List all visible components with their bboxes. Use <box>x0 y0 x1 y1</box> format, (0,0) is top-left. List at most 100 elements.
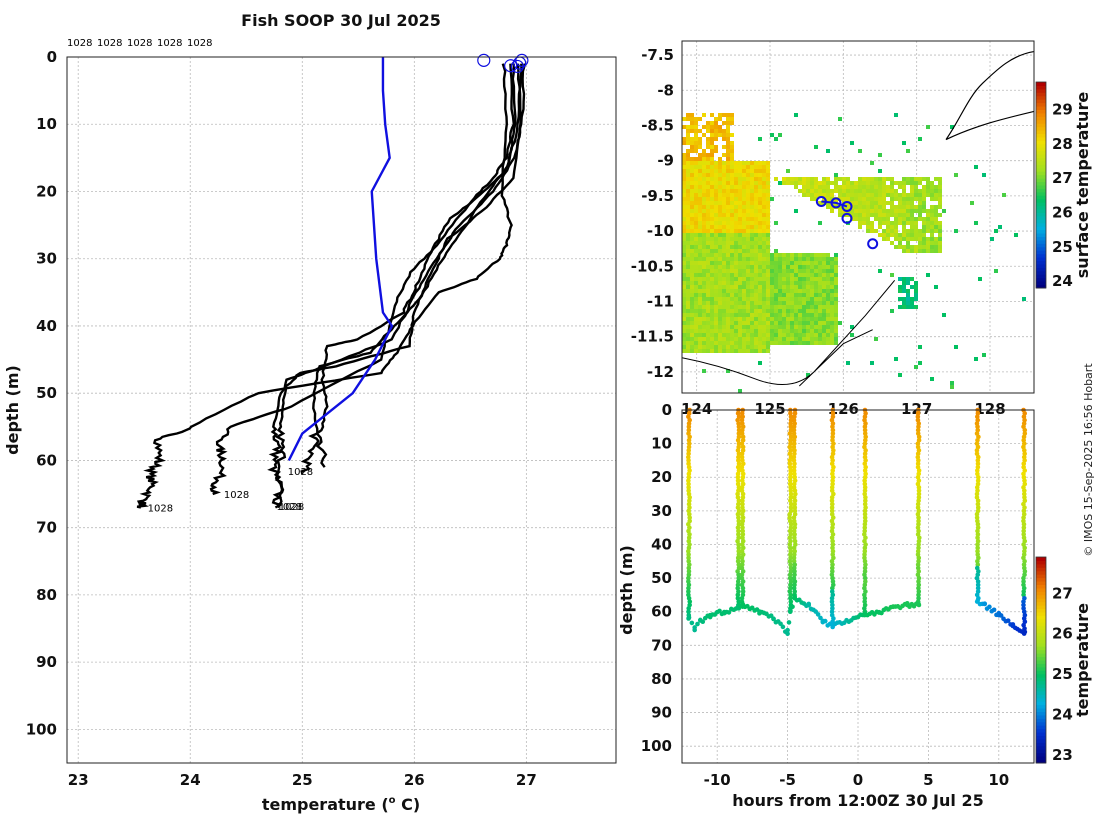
sst-cell <box>814 189 818 193</box>
sst-cell <box>742 257 746 261</box>
sst-cell <box>906 213 910 217</box>
sst-cell <box>786 297 790 301</box>
sst-cell <box>730 265 734 269</box>
section-point <box>916 434 922 440</box>
sst-cell <box>754 209 758 213</box>
sst-cell <box>734 201 738 205</box>
sst-cell <box>738 313 742 317</box>
colorbar-segment <box>1036 557 1046 561</box>
sst-cell <box>690 345 694 349</box>
sst-cell <box>786 177 790 181</box>
sst-cell <box>786 285 790 289</box>
sst-cell <box>690 193 694 197</box>
colorbar-segment <box>1036 209 1046 213</box>
sst-cell <box>810 329 814 333</box>
sst-cell <box>714 229 718 233</box>
section-point <box>974 515 980 520</box>
sst-cell <box>726 165 730 169</box>
sst-cell <box>734 321 738 325</box>
sst-cell <box>898 373 902 377</box>
sst-cell <box>746 301 750 305</box>
sst-cell <box>690 173 694 177</box>
sst-cell <box>834 321 838 325</box>
sst-cell <box>686 345 690 349</box>
section-point <box>830 421 836 426</box>
section-point <box>788 468 793 473</box>
section-point <box>815 612 821 617</box>
sst-cell <box>794 209 798 213</box>
sst-cell <box>778 261 782 265</box>
sst-cell <box>746 337 750 341</box>
sst-cell <box>930 241 934 245</box>
sst-cell <box>766 201 770 205</box>
sst-cell <box>762 205 766 209</box>
profile-line <box>136 63 513 509</box>
sst-cell <box>878 201 882 205</box>
colorbar-segment <box>1036 663 1046 668</box>
sst-cell <box>890 189 894 193</box>
sst-cell <box>910 213 914 217</box>
sst-cell <box>742 345 746 349</box>
sst-cell <box>754 265 758 269</box>
temperature-profile-chart: Fish SOOP 30 Jul 2025 1028 1028 1028 1028 10… <box>3 11 617 814</box>
sst-cell <box>706 233 710 237</box>
sst-cell <box>722 233 726 237</box>
sst-cell <box>814 321 818 325</box>
colorbar-segment <box>1036 246 1046 251</box>
map-y-tick-label: -9.5 <box>641 187 674 205</box>
section-point <box>830 545 835 551</box>
section-point <box>735 555 741 561</box>
sst-cell <box>706 193 710 197</box>
sst-cell <box>830 197 834 201</box>
sst-cell <box>754 297 758 301</box>
sst-cell <box>918 197 922 201</box>
sst-cell <box>698 129 702 133</box>
sst-cell <box>698 169 702 173</box>
sst-cell <box>702 133 706 137</box>
sst-cell <box>762 301 766 305</box>
colorbar-tick-label: 26 <box>1052 625 1073 643</box>
sst-cell <box>822 341 826 345</box>
sst-cell <box>710 341 714 345</box>
sst-cell <box>818 333 822 337</box>
sst-cell <box>834 297 838 301</box>
colorbar-segment <box>1036 160 1046 165</box>
section-point <box>974 448 980 453</box>
section-point <box>735 491 740 497</box>
sst-cell <box>742 185 746 189</box>
sst-cell <box>770 289 774 293</box>
sst-cell <box>758 165 762 169</box>
section-point <box>975 585 981 591</box>
sst-cell <box>906 201 910 205</box>
sst-cell <box>750 281 754 285</box>
sst-cell <box>754 329 758 333</box>
sst-cell <box>826 301 830 305</box>
sst-cell <box>902 193 906 197</box>
sst-cell <box>834 277 838 281</box>
sst-cell <box>758 317 762 321</box>
section-point <box>700 619 706 625</box>
sst-cell <box>766 321 770 325</box>
sst-cell <box>826 281 830 285</box>
sst-cell <box>702 273 706 277</box>
sst-cell <box>694 269 698 273</box>
section-y-tick-label: 80 <box>651 670 672 688</box>
sst-cell <box>710 229 714 233</box>
sst-cell <box>738 205 742 209</box>
sst-cell <box>906 249 910 253</box>
sst-cell <box>878 269 882 273</box>
colorbar-tick-label: 24 <box>1052 272 1073 290</box>
sst-cell <box>838 209 842 213</box>
sst-cell <box>734 213 738 217</box>
sst-cell <box>798 297 802 301</box>
sst-cell <box>754 333 758 337</box>
sst-cell <box>898 277 902 281</box>
sst-cell <box>794 325 798 329</box>
sst-cell <box>762 209 766 213</box>
sst-cell <box>882 197 886 201</box>
sst-cell <box>734 269 738 273</box>
sst-cell <box>726 201 730 205</box>
sst-cell <box>750 237 754 241</box>
sst-cell <box>698 321 702 325</box>
colorbar-segment <box>1036 202 1046 207</box>
